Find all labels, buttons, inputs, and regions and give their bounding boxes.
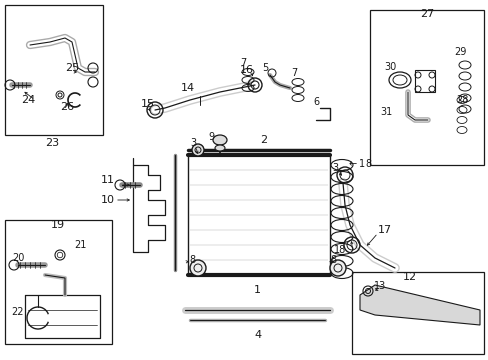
Text: 14: 14 bbox=[181, 83, 195, 93]
Bar bbox=[414, 70, 434, 92]
Text: 31: 31 bbox=[379, 107, 391, 117]
Circle shape bbox=[190, 260, 205, 276]
Text: 19: 19 bbox=[51, 220, 65, 230]
Text: 6: 6 bbox=[312, 97, 318, 107]
Ellipse shape bbox=[215, 145, 224, 151]
Text: 26: 26 bbox=[60, 102, 74, 112]
Text: 25: 25 bbox=[65, 63, 79, 73]
Text: 3: 3 bbox=[331, 163, 337, 173]
Bar bbox=[369, 10, 483, 165]
Circle shape bbox=[192, 144, 203, 156]
Text: 24: 24 bbox=[21, 95, 35, 105]
Text: 15: 15 bbox=[141, 99, 155, 109]
Text: 8: 8 bbox=[188, 255, 195, 265]
Text: 5: 5 bbox=[262, 63, 267, 73]
Text: 18: 18 bbox=[333, 245, 346, 255]
Bar bbox=[5, 220, 112, 344]
Text: 22: 22 bbox=[11, 307, 23, 317]
Text: 9: 9 bbox=[207, 132, 214, 142]
Text: 7: 7 bbox=[240, 58, 245, 68]
Text: 17: 17 bbox=[377, 225, 391, 235]
Text: $\leftarrow$18: $\leftarrow$18 bbox=[346, 157, 372, 169]
Text: 7: 7 bbox=[290, 68, 297, 78]
Text: 29: 29 bbox=[453, 47, 465, 57]
Text: 27: 27 bbox=[419, 9, 433, 19]
Text: 10: 10 bbox=[101, 195, 115, 205]
Text: 3: 3 bbox=[189, 138, 196, 148]
Bar bbox=[5, 5, 103, 135]
Text: 12: 12 bbox=[402, 272, 416, 282]
Text: 21: 21 bbox=[74, 240, 86, 250]
Ellipse shape bbox=[213, 135, 226, 145]
Text: 16: 16 bbox=[240, 65, 253, 75]
Text: 4: 4 bbox=[254, 330, 261, 340]
Bar bbox=[351, 272, 483, 354]
Text: 28: 28 bbox=[455, 95, 467, 105]
Bar bbox=[187, 155, 329, 275]
Text: 20: 20 bbox=[12, 253, 24, 263]
Text: 11: 11 bbox=[101, 175, 115, 185]
Text: 13: 13 bbox=[373, 281, 386, 291]
Text: 8: 8 bbox=[329, 255, 335, 265]
Circle shape bbox=[329, 260, 346, 276]
Text: 30: 30 bbox=[383, 62, 395, 72]
Polygon shape bbox=[359, 285, 479, 325]
Text: 23: 23 bbox=[45, 138, 59, 148]
Text: 1: 1 bbox=[253, 285, 260, 295]
Text: 2: 2 bbox=[260, 135, 267, 145]
